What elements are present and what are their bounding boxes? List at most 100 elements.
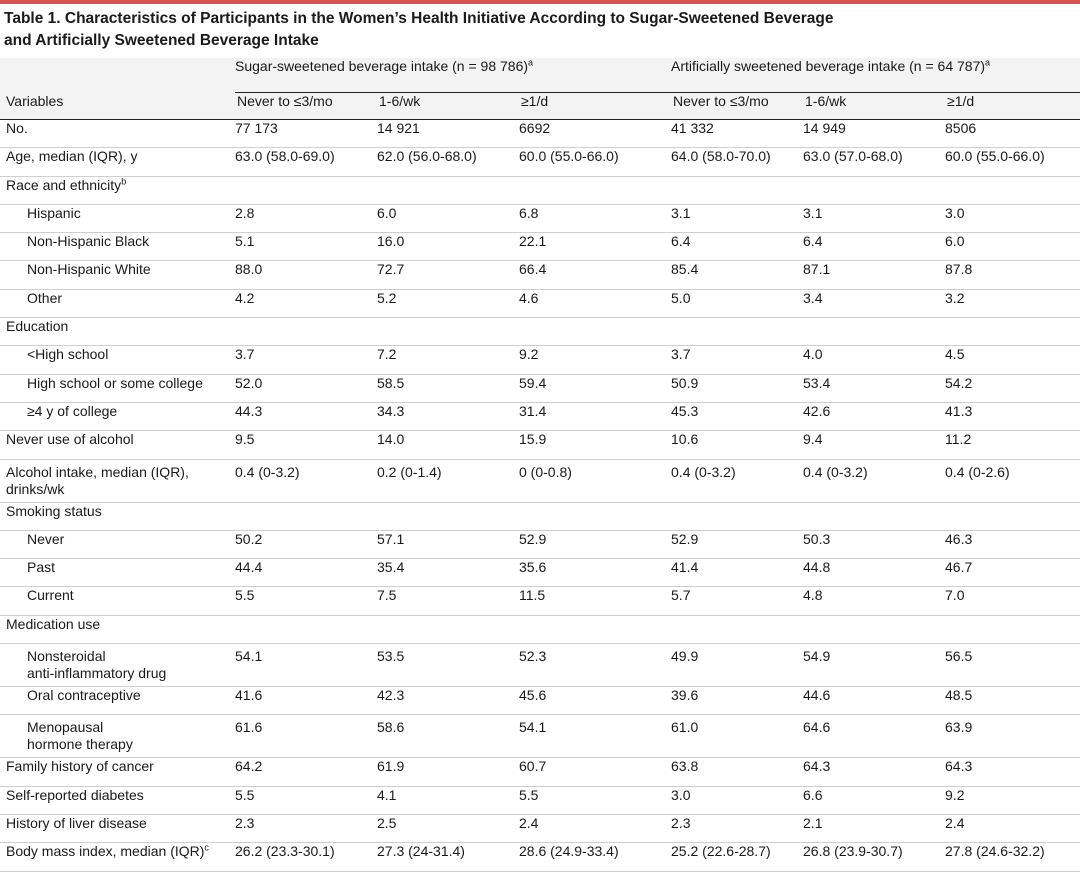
row-variable-label: Current xyxy=(0,587,235,615)
cell-sugar-weekly: 14.0 xyxy=(377,431,405,448)
cell-artificial-daily: 4.5 xyxy=(945,346,965,363)
cell-artificial-weekly: 50.3 xyxy=(803,530,831,547)
cell-sugar-never: 3.7 xyxy=(235,346,255,363)
cell-artificial-never: 5.0 xyxy=(671,289,691,306)
cell-sugar-daily: 35.6 xyxy=(519,559,547,576)
table-row: Past 44.4 35.4 35.6 41.4 44.8 46.7 xyxy=(0,559,1080,587)
cell-artificial-never: 6.4 xyxy=(671,233,691,250)
cell-artificial-never: 41 332 xyxy=(671,120,714,136)
row-variable-label-line-1: Nonsteroidal xyxy=(27,648,106,665)
cell-artificial-weekly xyxy=(803,318,945,346)
group-header-spacer xyxy=(0,58,235,93)
column-header-sugar-weekly: 1-6/wk xyxy=(377,92,519,120)
cell-artificial-never xyxy=(661,615,803,643)
cell-artificial-daily: 48.5 xyxy=(945,687,973,704)
row-variable-label-line-2: anti-inflammatory drug xyxy=(27,665,167,682)
cell-artificial-daily: 46.3 xyxy=(945,530,973,547)
cell-sugar-weekly: 5.2 xyxy=(377,289,397,306)
column-header-artificial-never: Never to ≤3/mo xyxy=(661,92,804,120)
cell-artificial-weekly xyxy=(803,176,945,204)
row-variable-label-text: Past xyxy=(27,559,56,576)
cell-artificial-daily: 87.8 xyxy=(945,261,973,278)
cell-artificial-never: 45.3 xyxy=(671,402,699,419)
row-variable-label-text: Age, median (IQR), y xyxy=(6,148,138,165)
row-variable-label: Menopausal hormone therapy xyxy=(0,715,235,758)
cell-sugar-never: 2.8 xyxy=(235,204,255,221)
cell-artificial-daily: 9.2 xyxy=(945,786,965,803)
cell-artificial-daily xyxy=(945,176,1080,204)
row-variable-label-text: Self-reported diabetes xyxy=(6,786,144,803)
cell-artificial-weekly: 0.4 (0-3.2) xyxy=(803,463,868,480)
row-variable-label: Never xyxy=(0,530,235,558)
cell-artificial-weekly: 64.3 xyxy=(803,758,831,775)
cell-artificial-daily: 3.0 xyxy=(945,204,965,221)
cell-artificial-never xyxy=(661,502,803,530)
cell-artificial-weekly xyxy=(803,615,945,643)
column-header-artificial-daily: ≥1/d xyxy=(945,92,1080,120)
cell-sugar-weekly xyxy=(377,176,519,204)
table-row: Age, median (IQR), y 63.0 (58.0-69.0) 62.0… xyxy=(0,148,1080,177)
cell-sugar-weekly: 61.9 xyxy=(377,758,405,775)
cell-artificial-never: 85.4 xyxy=(671,261,699,278)
cell-sugar-never: 4.2 xyxy=(235,289,255,306)
cell-artificial-daily: 60.0 (55.0-66.0) xyxy=(945,148,1045,165)
cell-artificial-never: 50.9 xyxy=(671,374,699,391)
cell-sugar-never: 41.6 xyxy=(235,687,263,704)
cell-sugar-weekly: 27.3 (24-31.4) xyxy=(377,843,465,860)
cell-sugar-never: 5.5 xyxy=(235,587,255,604)
table-row: Non-Hispanic White 88.0 72.7 66.4 85.4 87.1 87… xyxy=(0,261,1080,290)
row-variable-label: History of liver disease xyxy=(0,814,235,842)
row-variable-label-text: Other xyxy=(27,289,63,306)
cell-artificial-daily: 54.2 xyxy=(945,374,973,391)
cell-artificial-never: 3.0 xyxy=(671,786,691,803)
cell-artificial-never: 49.9 xyxy=(671,648,699,665)
cell-sugar-daily xyxy=(519,176,661,204)
cell-sugar-weekly: 2.5 xyxy=(377,814,397,831)
characteristics-table: Sugar-sweetened beverage intake (n = 98 … xyxy=(0,58,1080,872)
group-header-artificial: Artificially sweetened beverage intake (… xyxy=(661,58,1080,93)
cell-artificial-weekly: 3.1 xyxy=(803,204,823,221)
cell-sugar-daily: 11.5 xyxy=(519,587,546,604)
cell-artificial-weekly: 26.8 (23.9-30.7) xyxy=(803,843,903,860)
cell-artificial-never: 0.4 (0-3.2) xyxy=(671,463,736,480)
cell-sugar-weekly xyxy=(377,615,519,643)
cell-sugar-weekly: 6.0 xyxy=(377,204,397,221)
cell-sugar-daily: 66.4 xyxy=(519,261,547,278)
row-variable-label: Other xyxy=(0,289,235,317)
row-variable-label: Alcohol intake, median (IQR), drinks/wk xyxy=(0,459,235,502)
cell-artificial-never: 63.8 xyxy=(671,758,699,775)
table-row: History of liver disease 2.3 2.5 2.4 2.3 2.1 2… xyxy=(0,814,1080,843)
cell-sugar-daily: 52.3 xyxy=(519,648,547,665)
row-variable-label-text: History of liver disease xyxy=(6,814,147,831)
cell-sugar-weekly: 62.0 (56.0-68.0) xyxy=(377,148,477,165)
row-variable-label-line-1: Alcohol intake, median (IQR), xyxy=(6,463,189,480)
cell-sugar-daily: 4.6 xyxy=(519,289,539,306)
cell-artificial-never: 3.1 xyxy=(671,204,691,221)
cell-artificial-weekly: 42.6 xyxy=(803,402,831,419)
cell-artificial-weekly: 4.8 xyxy=(803,587,823,604)
table-title: Table 1. Characteristics of Participants… xyxy=(4,8,1074,52)
cell-sugar-never: 26.2 (23.3-30.1) xyxy=(235,843,335,860)
cell-sugar-daily: 6692 xyxy=(519,120,551,136)
column-header-artificial-weekly: 1-6/wk xyxy=(803,92,946,120)
cell-artificial-weekly: 6.6 xyxy=(803,786,823,803)
cell-sugar-weekly: 14 921 xyxy=(377,120,420,136)
row-footnote-marker: c xyxy=(204,842,209,853)
cell-sugar-never xyxy=(235,318,377,346)
row-variable-label-text: Race and ethnicity xyxy=(6,176,122,193)
row-variable-label-text: Oral contraceptive xyxy=(27,687,141,704)
cell-sugar-never: 77 173 xyxy=(235,120,278,136)
row-variable-label: <High school xyxy=(0,346,235,374)
row-variable-label: Medication use xyxy=(0,615,235,643)
cell-sugar-never: 44.4 xyxy=(235,559,263,576)
cell-artificial-weekly: 9.4 xyxy=(803,431,823,448)
table-row: Smoking status xyxy=(0,502,1080,531)
cell-artificial-weekly: 6.4 xyxy=(803,233,823,250)
group-header-artificial-footnote: a xyxy=(985,57,991,68)
table-row: Alcohol intake, median (IQR), drinks/wk 0.… xyxy=(0,459,1080,503)
cell-sugar-daily: 9.2 xyxy=(519,346,539,363)
cell-artificial-never: 39.6 xyxy=(671,687,699,704)
cell-sugar-never: 52.0 xyxy=(235,374,263,391)
table-row: Race and ethnicityb xyxy=(0,176,1080,205)
